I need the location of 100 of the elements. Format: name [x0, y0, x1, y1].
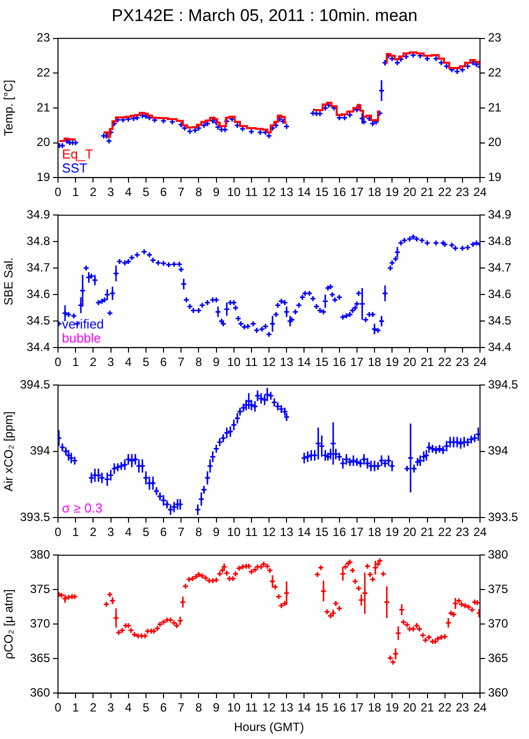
x-tick-label: 16	[332, 355, 346, 370]
x-tick-label: 0	[54, 700, 62, 715]
x-tick-label: 15	[315, 525, 329, 540]
x-tick-label: 9	[212, 525, 220, 540]
y-tick-label: 34.6	[26, 286, 50, 301]
y-tick-label: 19	[36, 170, 50, 184]
x-tick-label: 5	[142, 700, 150, 715]
y2-tick-label: 34.5	[488, 313, 512, 328]
x-tick-label: 5	[142, 355, 150, 370]
x-tick-label: 4	[124, 700, 132, 715]
x-tick-label: 23	[456, 355, 470, 370]
x-tick-label: 6	[160, 525, 168, 540]
x-tick-label: 4	[124, 185, 132, 200]
y-tick-label: 34.7	[26, 260, 50, 274]
x-tick-label: 23	[456, 185, 470, 200]
chart-title: PX142E : March 05, 2011 : 10min. mean	[112, 6, 418, 25]
x-tick-label: 16	[332, 185, 346, 200]
y-tick-label: 394	[30, 444, 50, 458]
y-tick-label: 34.5	[26, 313, 50, 328]
x-tick-label: 24	[473, 525, 487, 540]
x-tick-label: 11	[245, 700, 258, 715]
x-tick-label: 8	[195, 525, 202, 540]
y2-tick-label: 23	[488, 30, 502, 45]
x-tick-label: 11	[245, 185, 258, 200]
x-tick-label: 17	[350, 355, 364, 370]
x-tick-label: 17	[350, 185, 364, 200]
series-label: SST	[62, 160, 88, 176]
x-tick-label: 3	[107, 525, 114, 540]
x-tick-label: 9	[212, 355, 220, 370]
y-tick-label: 23	[36, 30, 50, 45]
x-tick-label: 20	[402, 700, 417, 715]
x-tick-label: 21	[420, 525, 434, 540]
x-tick-label: 6	[160, 700, 168, 715]
x-tick-label: 2	[90, 185, 97, 200]
x-tick-label: 16	[332, 700, 346, 715]
x-tick-label: 2	[90, 525, 97, 540]
y2-tick-label: 394	[488, 444, 508, 458]
x-tick-label: 12	[262, 355, 276, 370]
x-tick-label: 23	[456, 525, 470, 540]
y2-tick-label: 34.4	[488, 340, 512, 354]
x-tick-label: 20	[402, 355, 417, 370]
annotation: σ ≥ 0.3	[62, 500, 102, 516]
annotation: bubble	[62, 330, 102, 346]
y2-tick-label: 19	[488, 170, 502, 184]
x-tick-label: 17	[350, 700, 364, 715]
x-tick-label: 24	[473, 185, 487, 200]
x-tick-label: 7	[178, 525, 185, 540]
x-tick-label: 18	[368, 185, 382, 200]
x-tick-label: 13	[280, 700, 294, 715]
x-tick-label: 6	[160, 355, 168, 370]
x-tick-label: 11	[245, 355, 258, 370]
x-tick-label: 7	[178, 355, 185, 370]
x-tick-label: 24	[473, 700, 487, 715]
x-tick-label: 1	[72, 185, 80, 200]
x-tick-label: 19	[385, 355, 400, 370]
x-tick-label: 13	[280, 525, 294, 540]
x-tick-label: 14	[297, 185, 312, 200]
x-tick-label: 8	[195, 355, 202, 370]
x-tick-label: 15	[315, 700, 329, 715]
x-tick-label: 22	[438, 185, 452, 200]
y-axis-title: SBE Sal.	[2, 257, 16, 306]
y2-tick-label: 34.6	[488, 286, 512, 301]
x-tick-label: 3	[107, 700, 114, 715]
x-tick-label: 15	[315, 355, 329, 370]
x-tick-label: 13	[280, 355, 294, 370]
x-tick-label: 16	[332, 525, 346, 540]
y2-tick-label: 34.9	[488, 208, 512, 222]
y-tick-label: 34.4	[26, 340, 50, 354]
y-tick-label: 34.8	[26, 234, 50, 248]
y2-tick-label: 393.5	[488, 510, 518, 524]
y2-tick-label: 22	[488, 66, 502, 80]
x-tick-label: 14	[297, 355, 312, 370]
y2-tick-label: 360	[488, 686, 508, 700]
x-tick-label: 13	[280, 185, 294, 200]
y-axis-title: ρCO₂ [μ atm]	[2, 589, 16, 660]
x-tick-label: 8	[195, 700, 202, 715]
x-tick-label: 15	[315, 185, 329, 200]
y2-tick-label: 20	[488, 135, 502, 150]
x-tick-label: 7	[178, 185, 185, 200]
x-tick-label: 8	[195, 185, 202, 200]
y2-tick-label: 394.5	[488, 378, 518, 392]
x-tick-label: 14	[297, 525, 312, 540]
x-tick-label: 18	[368, 355, 382, 370]
x-tick-label: 2	[90, 700, 97, 715]
x-tick-label: 1	[72, 700, 80, 715]
y-axis-title: Temp. [°C]	[2, 80, 16, 136]
x-tick-label: 14	[297, 700, 312, 715]
y2-tick-label: 375	[488, 582, 508, 596]
x-tick-label: 10	[227, 700, 241, 715]
x-tick-label: 12	[262, 185, 276, 200]
series-label: verified	[62, 316, 104, 332]
x-axis-title: Hours (GMT)	[234, 720, 304, 734]
x-tick-label: 11	[245, 525, 258, 540]
y2-tick-label: 34.7	[488, 260, 512, 274]
y-tick-label: 20	[36, 135, 50, 150]
x-tick-label: 21	[420, 355, 434, 370]
x-tick-label: 17	[350, 525, 364, 540]
x-tick-label: 18	[368, 525, 382, 540]
y-tick-label: 21	[36, 100, 50, 114]
y-tick-label: 380	[30, 548, 50, 562]
